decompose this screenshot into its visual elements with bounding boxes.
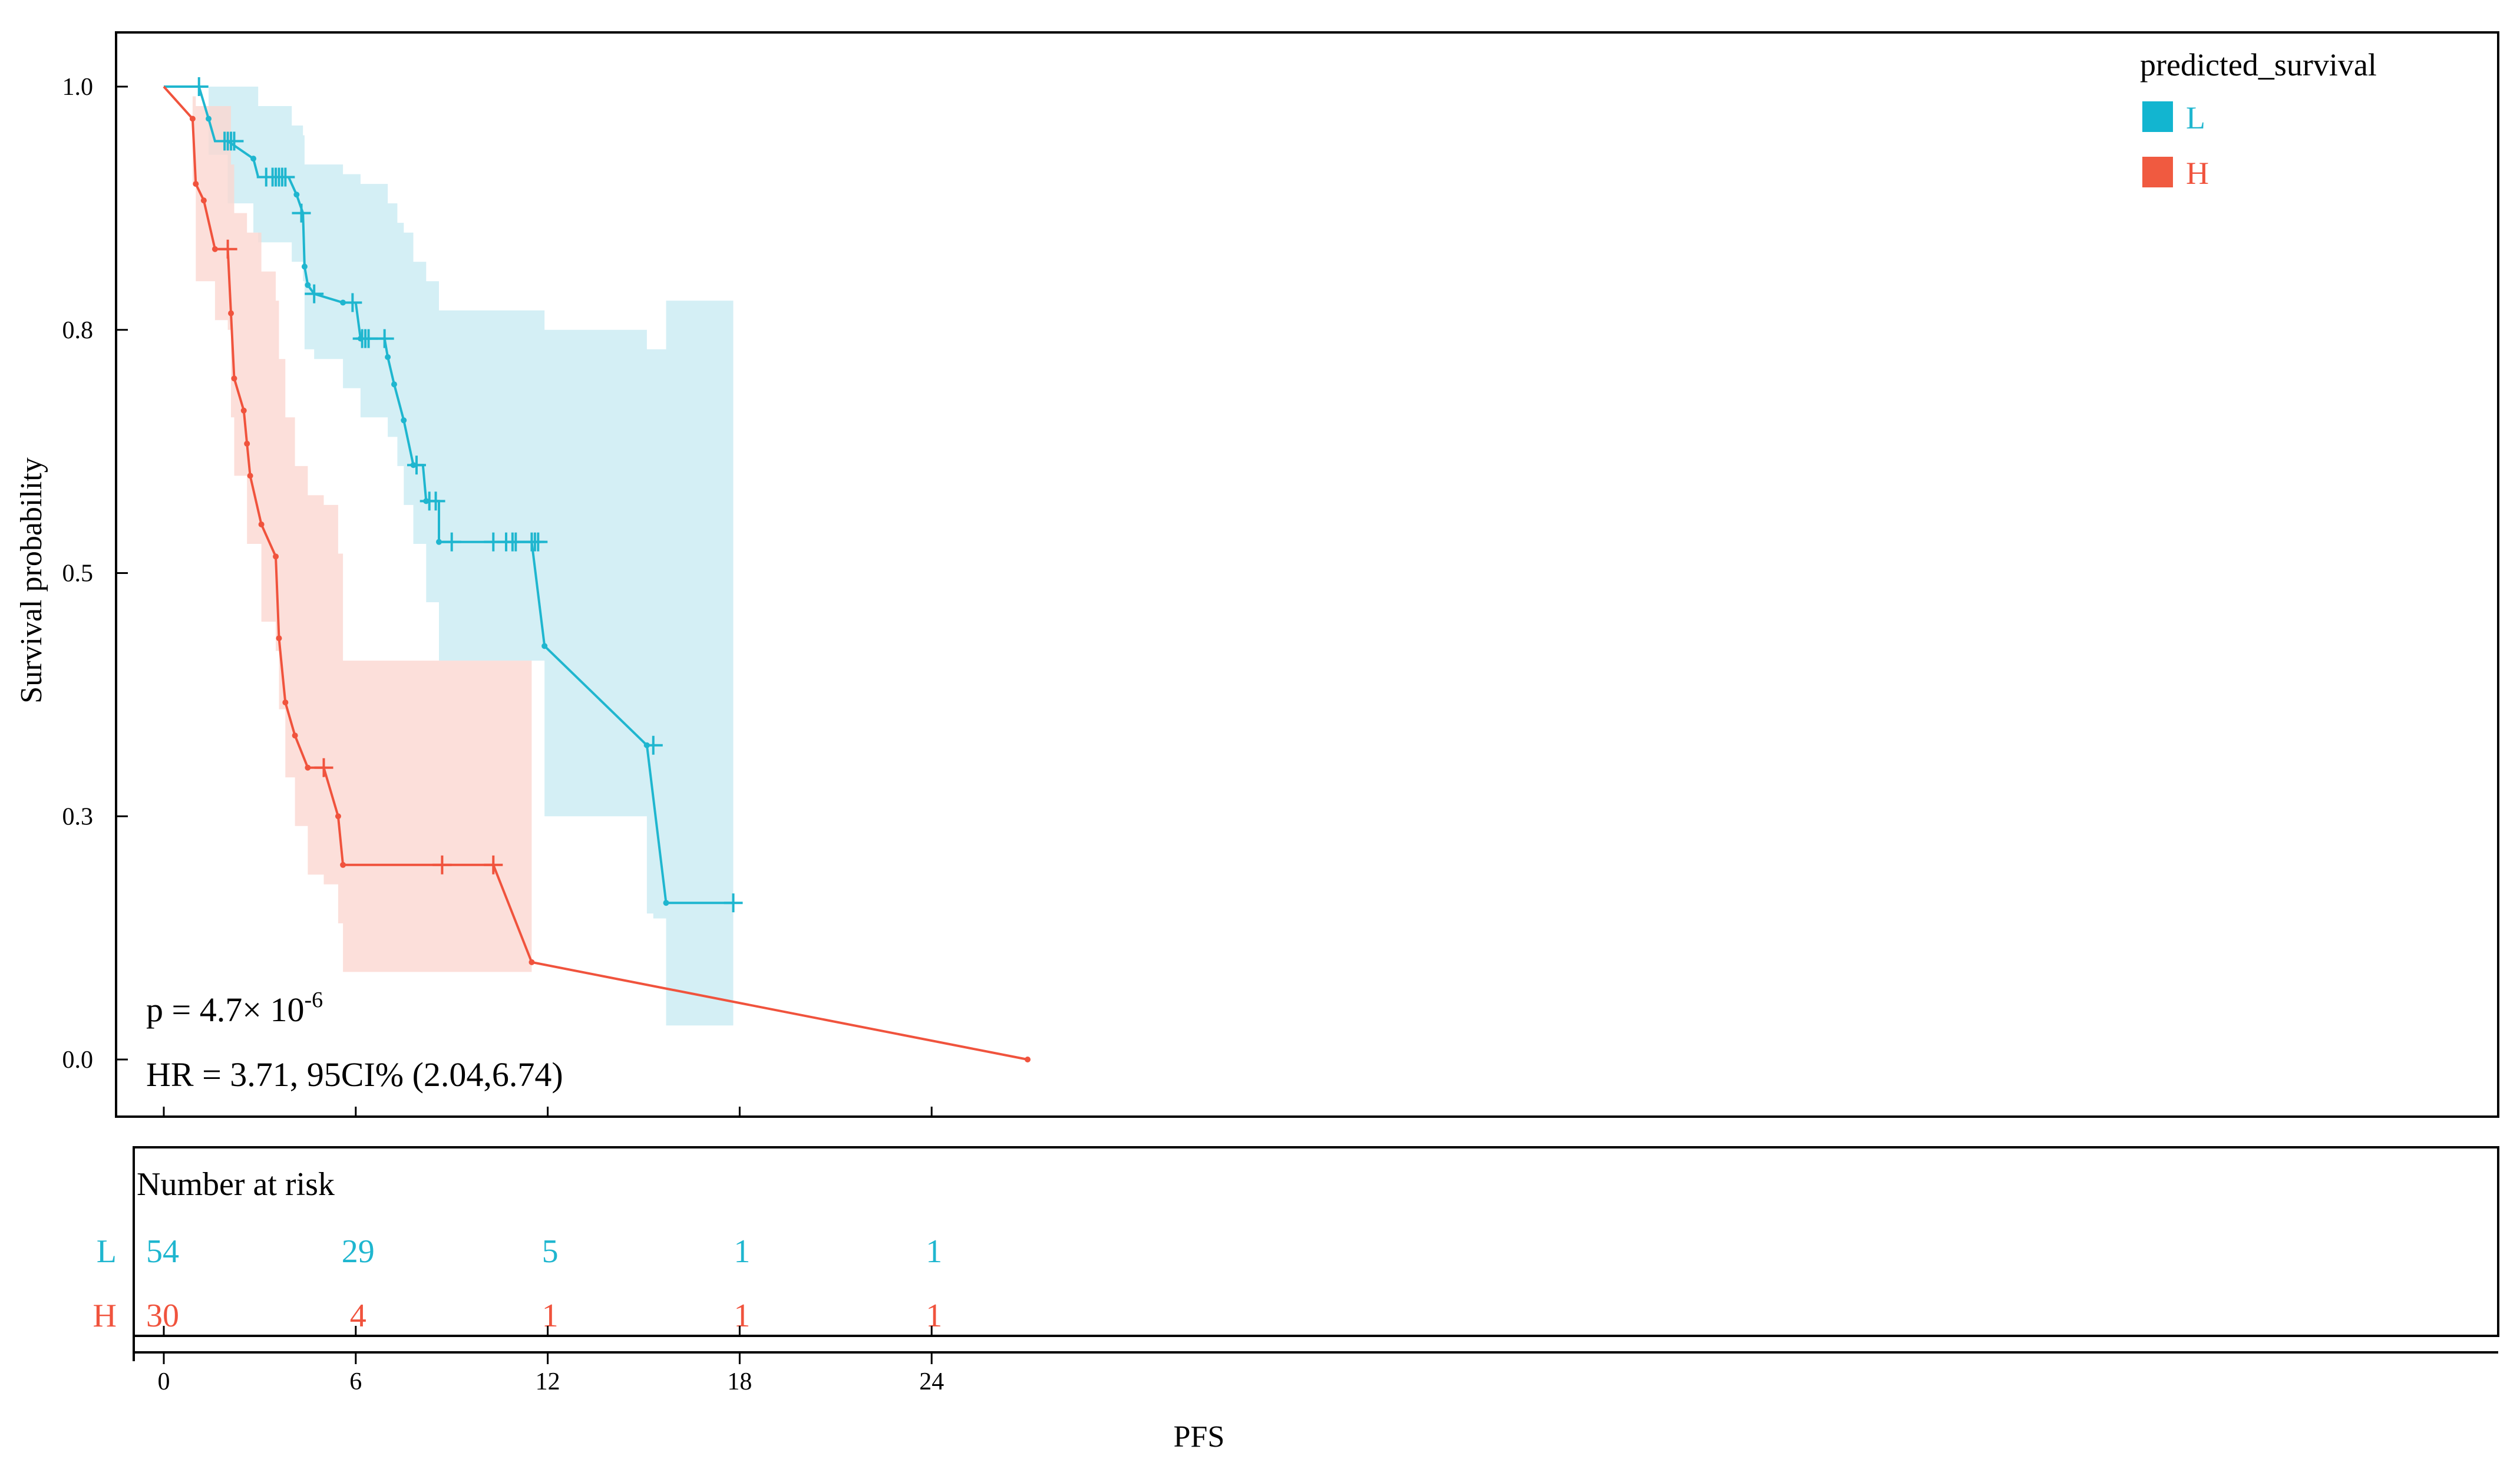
- event-point-H: [276, 635, 282, 642]
- risk-table-title: Number at risk: [137, 1166, 335, 1203]
- event-point-H: [228, 310, 235, 316]
- legend-title: predicted_survival: [2140, 47, 2377, 82]
- risk-count: 1: [734, 1233, 750, 1270]
- confidence-bands: [164, 87, 734, 1040]
- y-tick-label: 0.3: [62, 803, 94, 830]
- censor-mark-L: [276, 167, 295, 187]
- censor-mark-H: [218, 239, 237, 259]
- event-point-L: [385, 354, 391, 360]
- event-point-H: [282, 699, 289, 706]
- legend-swatch-L: [2142, 101, 2173, 132]
- risk-count: 30: [146, 1298, 179, 1334]
- event-point-H: [212, 246, 218, 252]
- p-value-annotation: p = 4.7× 10-6: [146, 988, 323, 1029]
- x-tick-label: 12: [536, 1368, 560, 1395]
- y-tick-label: 0.5: [62, 560, 94, 587]
- x-axis: 0 6 12 18 24: [133, 1107, 2498, 1395]
- event-point-H: [1025, 1057, 1031, 1062]
- event-point-L: [391, 381, 397, 388]
- curve-markers: [189, 77, 1031, 1062]
- event-point-H: [340, 862, 346, 868]
- risk-count: 5: [542, 1233, 559, 1270]
- risk-count: 54: [146, 1233, 179, 1270]
- risk-count: 1: [926, 1233, 942, 1270]
- censor-mark-L: [506, 532, 526, 552]
- censor-mark-L: [292, 203, 311, 223]
- band-L: [164, 87, 734, 1026]
- risk-count: 1: [734, 1298, 750, 1334]
- risk-count: 4: [350, 1298, 366, 1334]
- event-point-L: [305, 282, 311, 288]
- x-tick-label: 18: [727, 1368, 752, 1395]
- risk-count: 1: [542, 1298, 559, 1334]
- times-sign: ×: [242, 991, 262, 1029]
- event-point-L: [301, 263, 308, 270]
- y-axis-title: Survival probability: [15, 457, 48, 703]
- p-value-exponent: -6: [304, 988, 323, 1012]
- event-point-H: [200, 197, 207, 204]
- event-point-H: [193, 181, 199, 187]
- hazard-ratio-annotation: HR = 3.71, 95CI% (2.04,6.74): [146, 1055, 563, 1094]
- censor-mark-H: [484, 855, 503, 874]
- x-axis-title: PFS: [1174, 1420, 1225, 1454]
- legend-label-H: H: [2186, 156, 2209, 191]
- censor-mark-L: [343, 293, 362, 312]
- censor-mark-L: [724, 893, 743, 913]
- legend: predicted_survival LH: [2140, 47, 2377, 191]
- censor-mark-L: [407, 456, 426, 475]
- risk-table: L 54 29 5 1 1 H 30 4 1 1 1: [93, 1233, 943, 1334]
- event-point-H: [244, 440, 250, 447]
- event-point-H: [305, 764, 311, 771]
- event-point-H: [258, 521, 265, 527]
- event-point-L: [663, 900, 669, 906]
- censor-mark-L: [224, 131, 244, 151]
- p-value-base: 10: [262, 991, 305, 1029]
- event-point-L: [340, 299, 346, 306]
- band-H: [164, 87, 532, 1040]
- event-point-H: [247, 473, 253, 479]
- event-point-H: [529, 959, 535, 965]
- y-tick-label: 1.0: [62, 74, 94, 101]
- event-point-L: [401, 417, 407, 424]
- event-point-L: [541, 643, 548, 649]
- censor-mark-L: [426, 491, 445, 511]
- event-point-H: [231, 375, 237, 382]
- legend-label-L: L: [2186, 100, 2205, 136]
- risk-count: 29: [342, 1233, 375, 1270]
- x-tick-label: 24: [919, 1368, 944, 1395]
- censor-mark-L: [375, 329, 394, 348]
- event-point-L: [250, 156, 257, 162]
- legend-swatch-H: [2142, 157, 2173, 187]
- censor-mark-L: [189, 77, 209, 96]
- event-point-H: [292, 732, 298, 739]
- risk-count: 1: [926, 1298, 942, 1334]
- censor-mark-L: [442, 532, 461, 552]
- event-point-H: [335, 813, 341, 820]
- censor-mark-L: [529, 532, 548, 552]
- y-axis: 0.0 0.3 0.5 0.8 1.0: [62, 74, 128, 1074]
- p-value-text: p = 4.7: [146, 991, 242, 1029]
- censor-mark-L: [305, 284, 324, 303]
- x-tick-label: 6: [349, 1368, 362, 1395]
- risk-row-label-H: H: [93, 1298, 117, 1334]
- censor-mark-H: [314, 758, 333, 777]
- event-point-H: [189, 115, 196, 122]
- risk-table-frame: [133, 1146, 2499, 1337]
- event-point-L: [435, 539, 442, 545]
- censor-mark-L: [359, 329, 378, 348]
- plot-frame: [115, 31, 2499, 1118]
- x-tick-label: 0: [158, 1368, 170, 1395]
- event-point-L: [206, 115, 212, 122]
- censor-mark-H: [432, 855, 452, 874]
- event-point-H: [273, 553, 279, 560]
- y-tick-label: 0.0: [62, 1047, 94, 1074]
- risk-row-label-L: L: [97, 1233, 117, 1270]
- y-tick-label: 0.8: [62, 317, 94, 344]
- event-point-L: [293, 192, 300, 198]
- event-point-H: [240, 407, 247, 414]
- censor-mark-L: [643, 735, 663, 755]
